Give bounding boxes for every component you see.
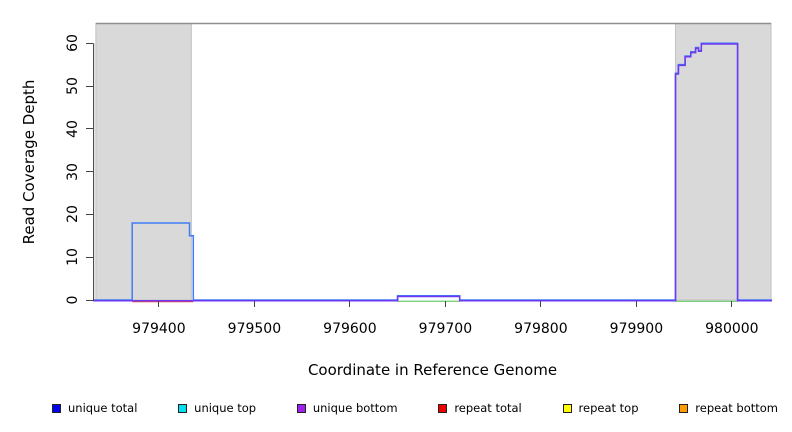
y-tick-label: 40 bbox=[65, 119, 81, 138]
legend-item: unique total bbox=[52, 401, 137, 415]
x-tick-label: 979600 bbox=[323, 321, 377, 337]
legend-swatch-icon bbox=[679, 403, 689, 413]
x-tick bbox=[158, 301, 160, 307]
legend-label: unique top bbox=[194, 401, 257, 415]
y-tick bbox=[86, 256, 93, 258]
legend-swatch-icon bbox=[438, 403, 448, 413]
legend-item: repeat total bbox=[438, 401, 522, 415]
plot-area bbox=[93, 20, 772, 303]
series-unique-bottom bbox=[93, 43, 772, 302]
y-tick bbox=[86, 213, 93, 215]
x-tick-label: 979900 bbox=[609, 321, 664, 337]
x-tick bbox=[731, 301, 733, 307]
legend: unique total unique top unique bottom repea… bbox=[52, 401, 778, 415]
legend-item: unique bottom bbox=[296, 401, 398, 415]
series-unique-total bbox=[93, 42, 772, 301]
y-tick bbox=[86, 85, 93, 87]
x-tick-label: 979700 bbox=[418, 321, 473, 337]
y-tick bbox=[86, 299, 93, 301]
legend-item: repeat bottom bbox=[679, 401, 778, 415]
x-tick-label: 980000 bbox=[705, 321, 759, 337]
y-tick-label: 60 bbox=[65, 34, 81, 53]
x-tick bbox=[444, 301, 446, 307]
y-axis-title: Read Coverage Depth bbox=[20, 79, 38, 245]
y-tick bbox=[86, 171, 93, 173]
x-tick-label: 979800 bbox=[514, 321, 568, 337]
legend-swatch-icon bbox=[296, 403, 306, 413]
legend-item: unique top bbox=[178, 401, 256, 415]
y-tick bbox=[86, 42, 93, 44]
y-tick-label: 10 bbox=[65, 248, 81, 267]
masked-region bbox=[95, 23, 192, 301]
legend-swatch-icon bbox=[178, 403, 188, 413]
y-tick-label: 30 bbox=[65, 162, 81, 181]
legend-swatch-icon bbox=[52, 403, 61, 413]
x-tick-label: 979500 bbox=[227, 321, 282, 337]
legend-label: unique bottom bbox=[312, 401, 398, 415]
y-tick-label: 50 bbox=[65, 77, 81, 95]
y-tick-label: 0 bbox=[65, 295, 81, 305]
x-tick bbox=[540, 301, 542, 307]
legend-item: repeat top bbox=[562, 401, 639, 415]
legend-swatch-icon bbox=[562, 403, 572, 413]
legend-label: unique total bbox=[68, 401, 138, 415]
coverage-plot bbox=[93, 22, 772, 303]
legend-label: repeat bottom bbox=[695, 401, 778, 415]
y-tick-label: 20 bbox=[65, 205, 81, 224]
legend-label: repeat top bbox=[578, 401, 639, 415]
masked-region bbox=[675, 23, 772, 301]
y-tick bbox=[86, 128, 93, 130]
x-tick bbox=[253, 301, 255, 307]
x-tick bbox=[349, 301, 351, 307]
legend-label: repeat total bbox=[454, 401, 522, 415]
x-axis-title: Coordinate in Reference Genome bbox=[307, 361, 558, 379]
x-tick-label: 979400 bbox=[132, 321, 186, 337]
x-tick bbox=[635, 301, 637, 307]
